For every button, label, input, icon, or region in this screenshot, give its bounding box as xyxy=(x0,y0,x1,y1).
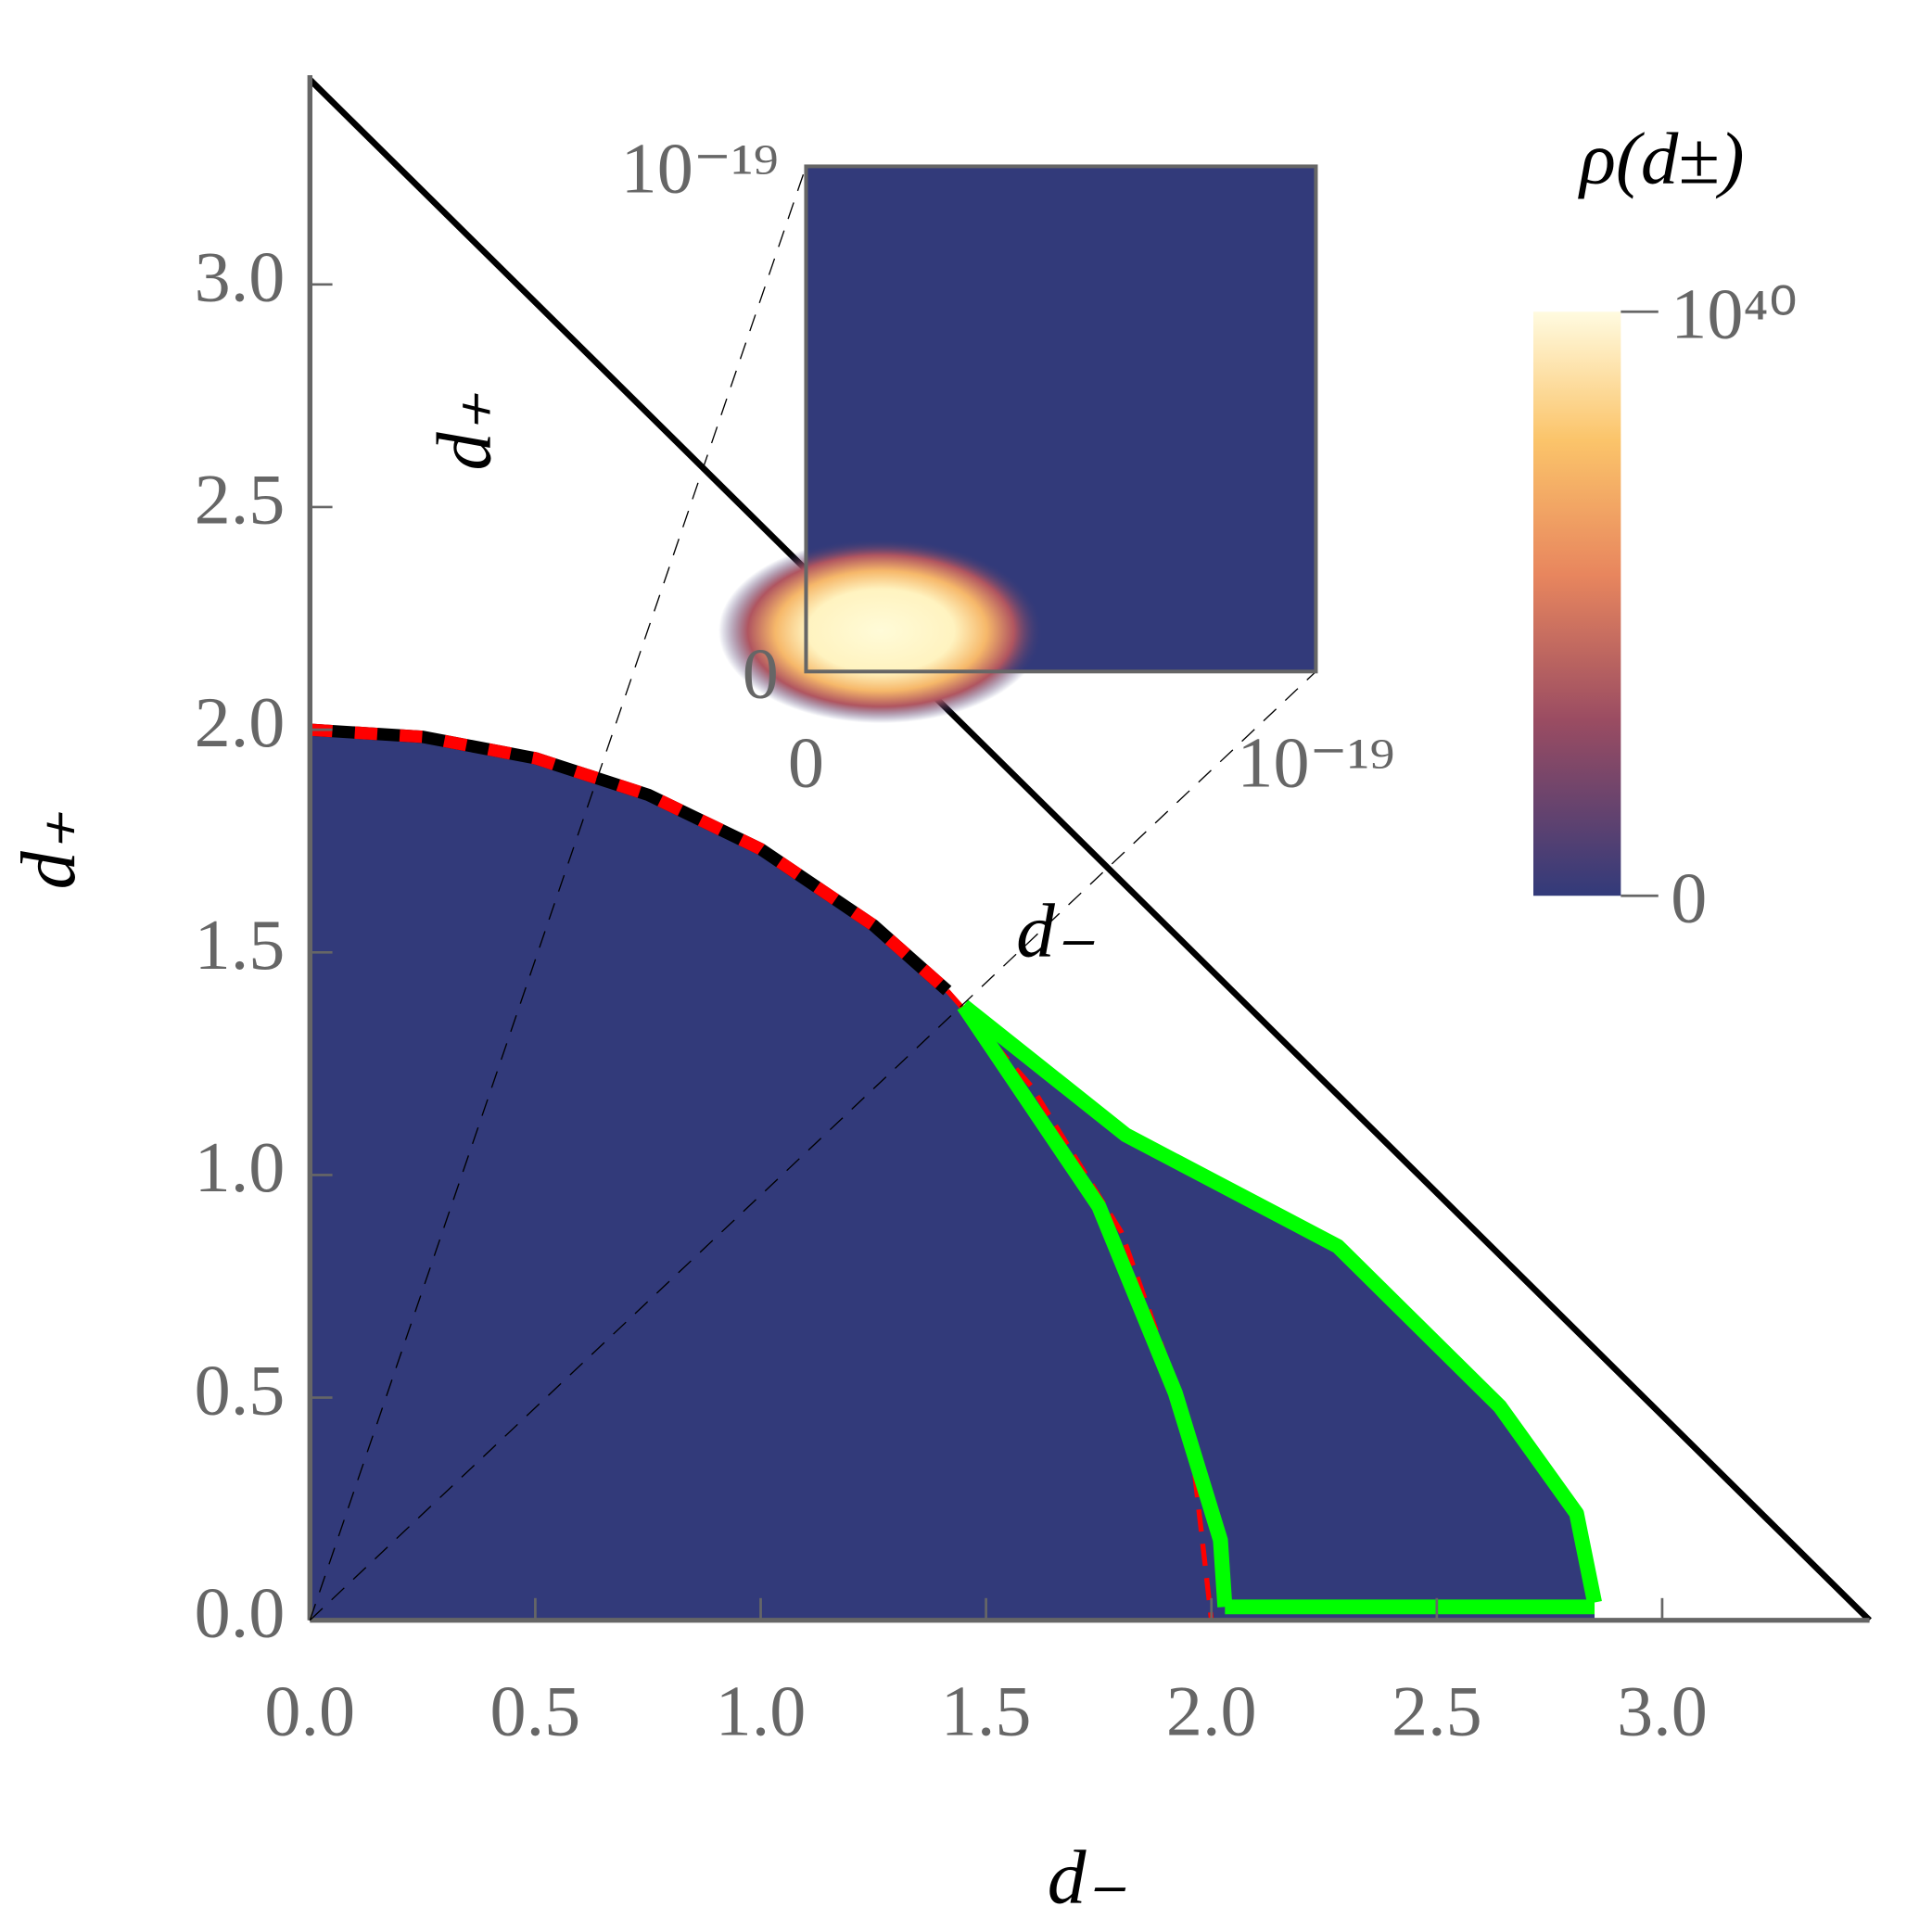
y-tick-label: 0.5 xyxy=(195,1351,286,1430)
y-tick-label: 2.0 xyxy=(195,682,286,761)
connector xyxy=(309,166,807,1621)
inset-y-tick-label: 0 xyxy=(743,634,779,713)
inset-density-peak xyxy=(718,538,1044,724)
colorbar-axis: 0 10⁴⁰ xyxy=(1621,274,1798,937)
x-tick-label: 0.5 xyxy=(490,1671,581,1750)
colorbar-title: ρ(d±) xyxy=(1577,118,1745,199)
colorbar-tick-label: 10⁴⁰ xyxy=(1671,274,1798,353)
connector xyxy=(309,670,1316,1621)
density-region xyxy=(310,730,1595,1621)
inset-axes: 0 10⁻¹⁹ 0 10⁻¹⁹ xyxy=(621,129,1395,802)
x-axis-label: d₋ xyxy=(1048,1835,1127,1919)
y-axis-label: d₊ xyxy=(5,811,91,890)
y-tick-label: 1.5 xyxy=(195,905,286,984)
x-tick-label: 3.0 xyxy=(1617,1671,1708,1750)
inset-x-label: d₋ xyxy=(1016,888,1096,972)
main-plot: 0.0 0.5 1.0 1.5 2.0 2.5 3.0 0.0 0.5 1.0 1.5 2.0 2.5 3… xyxy=(195,75,1872,1751)
inset-x-tick-label: 0 xyxy=(788,723,824,802)
colorbar-tick-label: 0 xyxy=(1671,858,1707,937)
curve xyxy=(957,1001,1233,1608)
colorbar xyxy=(1532,311,1621,896)
y-tick-label: 1.0 xyxy=(195,1128,286,1207)
x-tick-label: 0.0 xyxy=(264,1671,355,1750)
y-tick-label: 2.5 xyxy=(195,460,286,539)
inset-y-label: d₊ xyxy=(421,392,507,471)
curve xyxy=(307,77,1872,1623)
x-tick-label: 2.0 xyxy=(1166,1671,1257,1750)
inset-y-tick-label: 10⁻¹⁹ xyxy=(621,129,779,208)
x-tick-label: 2.5 xyxy=(1392,1671,1482,1750)
y-tick-label: 3.0 xyxy=(195,237,286,316)
x-tick-label: 1.0 xyxy=(716,1671,807,1750)
curve xyxy=(309,723,952,996)
inset-x-tick-label: 10⁻¹⁹ xyxy=(1237,723,1394,802)
inset-frame xyxy=(804,164,1318,674)
y-tick-label: 0.0 xyxy=(195,1573,286,1652)
x-tick-label: 1.5 xyxy=(941,1671,1032,1750)
curve xyxy=(959,999,1602,1605)
